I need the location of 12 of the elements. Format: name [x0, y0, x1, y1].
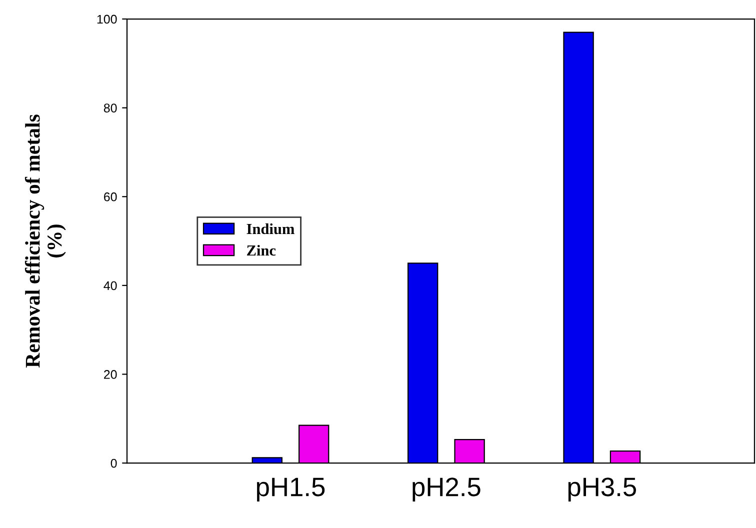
y-tick-label: 0 [110, 458, 117, 468]
y-tick-label: 60 [104, 192, 117, 202]
x-tick-label: pH1.5 [256, 478, 325, 502]
y-axis-title: Removal efficiency of metals (%) [24, 114, 66, 368]
x-tick-label: pH2.5 [412, 478, 480, 502]
legend-label: Indium [246, 223, 294, 234]
legend-label: Zinc [247, 244, 276, 256]
y-tick-label: 40 [104, 281, 117, 290]
x-tick-label: pH3.5 [568, 478, 636, 502]
y-tick-label: 80 [104, 104, 117, 112]
y-tick-label: 100 [97, 14, 117, 24]
y-tick-label: 20 [104, 370, 117, 379]
